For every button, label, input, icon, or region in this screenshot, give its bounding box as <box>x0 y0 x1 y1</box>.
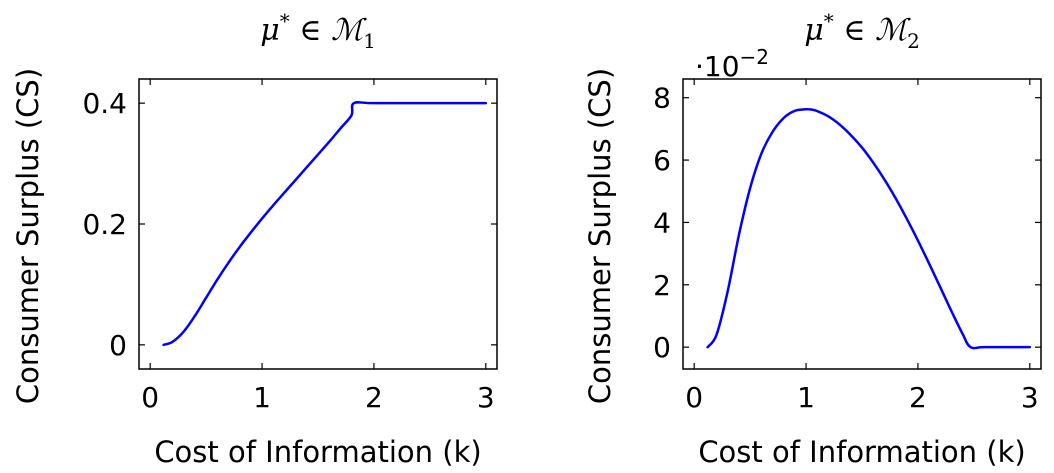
chart-right-x-tick-label: 1 <box>797 381 815 414</box>
chart-left-ticks: 0 1 2 3 0 0.2 0.4 <box>82 79 497 414</box>
chart-right-title: μ* ∈ ℳ2 <box>804 9 920 53</box>
chart-left-x-tick-label: 2 <box>365 381 383 414</box>
chart-left-x-tick-label: 0 <box>141 381 159 414</box>
chart-right: μ* ∈ ℳ2 ·10−2 0 1 2 3 0 2 4 6 8 Cost of Informat… <box>583 9 1042 469</box>
chart-left-y-tick-label: 0 <box>109 329 127 362</box>
chart-right-ticks: 0 1 2 3 0 2 4 6 8 <box>653 79 1041 414</box>
chart-left-series <box>162 101 488 347</box>
chart-right-series-line <box>706 107 1032 350</box>
chart-right-plot-frame <box>682 78 1042 370</box>
chart-left-x-axis-label: Cost of Information (k) <box>154 435 481 469</box>
chart-left-y-axis-label: Consumer Surplus (CS) <box>11 68 45 404</box>
chart-right-y-tick-label: 6 <box>653 144 671 177</box>
chart-left-y-tick-label: 0.4 <box>82 87 127 120</box>
chart-left-series-line <box>162 101 488 347</box>
chart-left-plot-frame <box>138 78 498 370</box>
chart-right-y-tick-label: 4 <box>653 206 671 239</box>
chart-left: μ* ∈ ℳ1 0 1 2 3 0 0.2 0.4 Cost of Information … <box>11 9 498 469</box>
chart-left-x-tick-label: 1 <box>253 381 271 414</box>
chart-right-series <box>706 107 1032 350</box>
chart-left-title: μ* ∈ ℳ1 <box>260 9 376 53</box>
chart-right-x-tick-label: 2 <box>909 381 927 414</box>
chart-right-y-axis-label: Consumer Surplus (CS) <box>583 68 617 404</box>
chart-right-x-tick-label: 0 <box>685 381 703 414</box>
chart-right-y-tick-label: 0 <box>653 331 671 364</box>
chart-right-x-tick-label: 3 <box>1021 381 1039 414</box>
chart-left-x-tick-label: 3 <box>477 381 495 414</box>
chart-right-y-tick-label: 2 <box>653 269 671 302</box>
chart-right-y-tick-label: 8 <box>653 82 671 115</box>
chart-right-y-scale-note: ·10−2 <box>695 45 769 83</box>
chart-right-x-axis-label: Cost of Information (k) <box>698 435 1025 469</box>
chart-left-y-tick-label: 0.2 <box>82 208 127 241</box>
